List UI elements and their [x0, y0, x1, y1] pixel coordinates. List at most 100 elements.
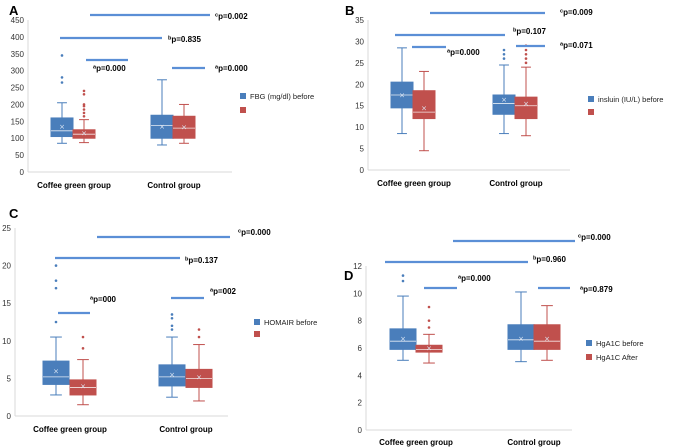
p-value-superscript: b: [185, 257, 189, 263]
y-tick-label: 20: [355, 80, 364, 89]
p-value-label: bp=0.960: [533, 255, 567, 264]
y-tick-label: 5: [7, 374, 12, 383]
p-value-superscript: a: [458, 275, 462, 281]
box-before: ×: [389, 274, 417, 361]
p-value-label: ap=0.000: [215, 64, 248, 73]
p-value-text: p=000: [93, 295, 116, 304]
p-value-label: cp=0.002: [215, 12, 248, 21]
box-after: ×: [412, 70, 436, 152]
p-value-label: bp=0.137: [185, 256, 219, 265]
iqr-box: [389, 328, 417, 350]
p-value-superscript: c: [238, 229, 241, 235]
outlier-point: [197, 328, 201, 331]
legend-label-before: HOMAIR before: [264, 318, 317, 327]
y-tick-label: 250: [11, 84, 25, 93]
p-value-text: p=0.000: [461, 274, 491, 283]
mean-marker: ×: [426, 345, 432, 353]
legend-swatch-after: [240, 107, 246, 113]
p-value-text: p=0.960: [536, 255, 566, 264]
legend-swatch-after: [586, 354, 592, 360]
legend-label-before: insluin (IU/L) before: [598, 95, 663, 104]
p-value-text: p=0.009: [563, 8, 593, 17]
legend-swatch-after: [588, 109, 594, 115]
legend-swatch-after: [254, 331, 260, 337]
category-label: Control group: [159, 425, 212, 434]
outlier-point: [82, 93, 86, 96]
y-tick-label: 400: [11, 33, 25, 42]
panel-letter: D: [344, 268, 353, 283]
outlier-point: [197, 335, 201, 339]
outlier-point: [82, 111, 86, 115]
iqr-box: [412, 90, 436, 120]
p-value-label: ap=0.879: [580, 285, 613, 294]
p-value-label: ap=0.000: [93, 64, 126, 73]
outlier-point: [82, 114, 86, 118]
y-tick-label: 50: [15, 151, 24, 160]
p-value-superscript: c: [215, 13, 218, 19]
p-value-text: p=0.879: [583, 285, 613, 294]
outlier-point: [54, 286, 58, 290]
outlier-point: [82, 103, 86, 106]
box-before: ×: [390, 47, 414, 135]
outlier-point: [502, 52, 506, 56]
mean-marker: ×: [544, 335, 550, 343]
outlier-point: [524, 52, 528, 56]
y-tick-label: 6: [358, 344, 363, 353]
outlier-point: [60, 76, 64, 79]
y-tick-label: 0: [7, 412, 12, 421]
iqr-box: [42, 360, 70, 385]
box-after: ×: [172, 103, 196, 144]
outlier-point: [54, 264, 58, 267]
box-before: ×: [42, 264, 70, 396]
iqr-box: [50, 117, 74, 138]
outlier-point: [54, 320, 58, 324]
panel-letter: B: [345, 3, 354, 18]
mean-marker: ×: [59, 123, 65, 131]
y-tick-label: 350: [11, 50, 25, 59]
box-before: ×: [150, 79, 174, 146]
outlier-point: [82, 108, 86, 111]
legend-label-after: HgA1C After: [596, 353, 638, 362]
p-value-text: p=0.071: [563, 41, 593, 50]
p-value-superscript: b: [533, 256, 537, 262]
p-value-label: bp=0.835: [168, 35, 202, 44]
panel-d: D 0 2 4 6 8 10 12 Coffee green group Control grou…: [344, 233, 644, 447]
p-value-superscript: a: [215, 65, 219, 71]
mean-marker: ×: [181, 124, 187, 132]
iqr-box: [533, 324, 561, 350]
category-label: Coffee green group: [379, 438, 453, 447]
y-tick-label: 10: [355, 123, 364, 132]
legend-label-before: FBG (mg/dl) before: [250, 92, 314, 101]
y-tick-label: 0: [20, 168, 25, 177]
y-tick-label: 35: [355, 16, 364, 25]
outlier-point: [60, 81, 64, 84]
p-value-superscript: c: [560, 9, 563, 15]
mean-marker: ×: [80, 382, 86, 390]
category-label: Coffee green group: [37, 181, 111, 190]
box-after: ×: [69, 335, 97, 406]
outlier-point: [170, 316, 174, 320]
panel-b: B 0 5 10 15 20 25 30 35 Coffee green group Control…: [345, 3, 663, 188]
category-label: Control group: [507, 438, 560, 447]
box-before: ×: [50, 54, 74, 144]
outlier-point: [81, 347, 85, 350]
legend-swatch-before: [254, 319, 260, 325]
p-value-text: p=002: [213, 287, 236, 296]
iqr-box: [158, 364, 186, 387]
box-after: ×: [514, 44, 538, 137]
p-value-text: p=0.000: [581, 233, 611, 242]
mean-marker: ×: [501, 96, 507, 104]
category-label: Coffee green group: [33, 425, 107, 434]
legend-label-before: HgA1C before: [596, 339, 644, 348]
mean-marker: ×: [81, 130, 87, 138]
p-value-text: p=0.107: [516, 27, 546, 36]
outlier-point: [427, 305, 431, 309]
p-value-label: cp=0.000: [578, 233, 611, 242]
p-value-text: p=0.000: [450, 48, 480, 57]
box-after: ×: [72, 89, 96, 144]
p-value-text: p=0.002: [218, 12, 248, 21]
y-tick-label: 300: [11, 67, 25, 76]
y-tick-label: 30: [355, 37, 364, 46]
p-value-text: p=0.000: [241, 228, 271, 237]
